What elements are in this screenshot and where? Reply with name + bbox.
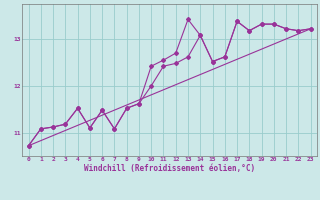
X-axis label: Windchill (Refroidissement éolien,°C): Windchill (Refroidissement éolien,°C) [84,164,255,173]
